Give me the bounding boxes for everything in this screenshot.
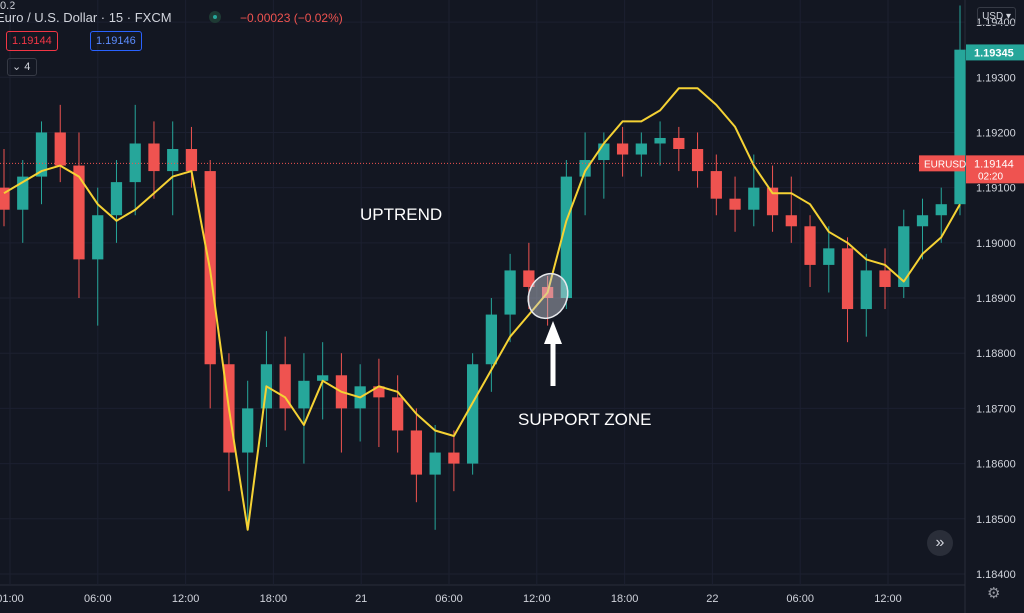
time-tick-label: 06:00 [84,593,112,605]
candle-body [654,137,666,144]
price-tick-label: 1.19200 [976,127,1016,139]
chevron-down-icon: ▾ [1003,11,1011,22]
candle-body [673,137,685,150]
candle-body [560,176,572,299]
support-zone-label: SUPPORT ZONE [518,410,652,429]
candle-body [954,49,966,205]
candle-body [54,132,66,166]
candle-body [110,182,123,216]
candle-body [0,187,10,210]
candle-body [17,176,29,210]
candle-body [729,198,741,210]
price-tick-label: 1.19000 [976,238,1016,250]
candle-body [616,143,629,155]
candle-body [35,132,48,177]
candle-body [129,143,141,183]
price-tick-label: 1.18500 [976,514,1016,526]
candle-body [860,270,872,310]
candle-body [73,165,85,260]
buy-button[interactable]: 1.19146 [90,31,142,51]
countdown: 02:20 [978,171,1003,182]
candle-body [185,149,198,172]
spread-value: 0.2 [0,0,16,12]
candle-body [523,270,535,287]
scroll-to-realtime-button[interactable]: » [927,530,953,556]
candles [0,5,966,530]
time-tick-label: 06:00 [786,593,814,605]
support-zone-marker [527,272,569,320]
candle-body [823,248,835,265]
time-tick-label: 12:00 [874,593,902,605]
candle-body [242,408,254,453]
indicators-count: 4 [24,61,31,73]
candle-body [785,215,797,227]
candle-body [448,452,460,464]
currency-label: USD [982,11,1004,22]
candle-body [485,314,497,365]
double-chevron-right-icon: » [935,534,945,551]
candle-body [298,380,310,409]
indicators-toggle[interactable]: ⌄ 4 [7,58,37,76]
candle-body [317,375,329,381]
price-tick-label: 1.18400 [976,569,1016,581]
arrow-up-icon [544,321,562,386]
time-tick-label: 01:00 [0,593,24,605]
candle-body [467,364,479,464]
candle-body [935,204,947,216]
price-tick-label: 1.19100 [976,183,1016,195]
candle-body [167,149,179,172]
chevron-down-icon: ⌄ [12,61,25,73]
candle-body [748,187,760,210]
price-tick-label: 1.19400 [976,17,1016,29]
candle-body [92,215,104,260]
candle-body [579,160,591,177]
price-axis[interactable]: 1.19400 1.19300 1.19200 1.19100 1.19000 1.189… [976,17,1016,581]
candle-body [410,430,423,475]
time-tick-label: 21 [355,593,367,605]
candle-body [898,226,910,287]
candle-body [598,143,610,161]
candle-body [373,386,385,398]
candle-body [916,215,929,227]
price-change: −0.00023 (−0.02%) [240,11,343,25]
last-price-tag: 1.19345 [966,44,1024,61]
candle-body [710,171,722,199]
currency-select[interactable]: USD ▾ [977,7,1016,25]
candle-body [279,364,291,409]
current-price-value: 1.19144 [974,158,1014,170]
candle-body [148,143,160,172]
price-tick-label: 1.19300 [976,72,1016,84]
symbol-tag: EURUSD [924,159,966,170]
candle-body [392,397,404,431]
time-axis[interactable]: 01:00 06:00 12:00 18:00 21 06:00 12:00 18:00 22 0… [0,593,902,605]
time-tick-label: 12:00 [523,593,551,605]
moving-average-line [3,87,961,531]
candle-body [879,270,891,287]
price-tick-label: 1.18800 [976,348,1016,360]
time-tick-label: 22 [706,593,718,605]
time-tick-label: 18:00 [611,593,639,605]
gear-icon[interactable]: ⚙ [987,585,1001,602]
candle-body [429,452,441,475]
candle-body [504,270,516,315]
uptrend-label: UPTREND [360,205,442,224]
price-tick-label: 1.18900 [976,293,1016,305]
last-price-value: 1.19345 [974,47,1014,59]
candle-body [635,143,647,155]
candle-body [841,248,854,310]
sell-button[interactable]: 1.19144 [6,31,58,51]
time-tick-label: 06:00 [435,593,463,605]
time-tick-label: 12:00 [172,593,200,605]
candle-body [804,226,816,265]
price-tick-label: 1.18600 [976,459,1016,471]
candle-body [691,149,704,172]
chart-grid [0,0,966,613]
time-tick-label: 18:00 [260,593,288,605]
symbol-title[interactable]: Euro / U.S. Dollar · 15 · FXCM [0,10,172,25]
current-price-tag: EURUSD 1.19144 02:20 [919,155,1024,184]
price-tick-label: 1.18700 [976,403,1016,415]
market-open-icon [209,11,221,23]
candle-body [766,187,779,216]
